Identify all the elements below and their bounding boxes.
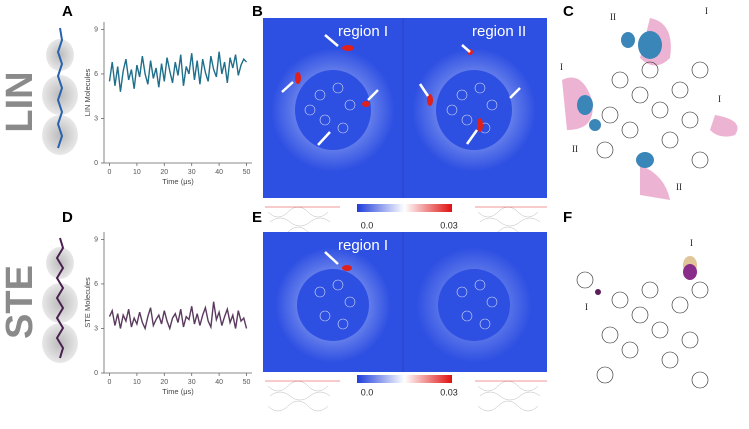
x-tick-label: 40	[215, 379, 223, 386]
y-tick-label: 9	[94, 26, 98, 33]
colorbar-tick: 0.03	[440, 220, 458, 230]
x-tick-label: 20	[160, 379, 168, 386]
colorbar	[357, 204, 452, 212]
site-label: II	[572, 144, 578, 154]
site-label: II	[676, 182, 682, 192]
protein-ste	[576, 256, 709, 389]
y-tick-label: 3	[94, 115, 98, 122]
y-axis-label: LIN Molecules	[83, 68, 92, 116]
region-label: region II	[472, 23, 526, 40]
protein-lin	[562, 18, 738, 200]
x-tick-label: 10	[133, 379, 141, 386]
site-label: I	[585, 302, 588, 312]
row-label: LIN	[0, 71, 41, 132]
panel-letter: C	[563, 3, 574, 20]
panel-letter: D	[62, 209, 73, 226]
y-tick-label: 0	[94, 160, 98, 167]
panel-letter: E	[252, 209, 262, 226]
x-tick-label: 40	[215, 169, 223, 176]
region-label: region I	[338, 237, 388, 254]
x-tick-label: 20	[160, 169, 168, 176]
x-axis-label: Time (μs)	[162, 177, 194, 186]
data-line	[108, 301, 248, 331]
y-tick-label: 0	[94, 370, 98, 377]
panel-letter: F	[563, 209, 572, 226]
colorbar-tick: 0.0	[361, 387, 374, 397]
site-label: II	[610, 12, 616, 22]
row-label: STE	[0, 265, 41, 339]
x-tick-label: 0	[108, 379, 112, 386]
panel-letter: B	[252, 3, 263, 20]
data-line	[108, 51, 248, 92]
site-label: I	[690, 238, 693, 248]
x-tick-label: 50	[243, 169, 251, 176]
axis	[103, 232, 252, 374]
x-tick-label: 0	[108, 169, 112, 176]
heatmap-ste	[263, 232, 547, 372]
y-tick-label: 9	[94, 236, 98, 243]
panel-letter: A	[62, 3, 73, 20]
x-axis-label: Time (μs)	[162, 387, 194, 396]
heatmap-lin	[263, 18, 547, 198]
x-tick-label: 30	[188, 169, 196, 176]
site-label: I	[705, 6, 708, 16]
molecule-ste	[42, 237, 78, 363]
colorbar-tick: 0.0	[361, 220, 374, 230]
x-tick-label: 50	[243, 379, 251, 386]
x-tick-label: 10	[133, 169, 141, 176]
y-tick-label: 6	[94, 71, 98, 78]
site-label: I	[718, 94, 721, 104]
membrane-sketch	[265, 380, 547, 412]
molecule-lin	[42, 27, 78, 155]
colorbar-tick: 0.03	[440, 387, 458, 397]
site-label: I	[560, 62, 563, 72]
y-tick-label: 3	[94, 325, 98, 332]
y-axis-label: STE Molecules	[83, 277, 92, 328]
colorbar	[357, 375, 452, 383]
region-label: region I	[338, 23, 388, 40]
x-tick-label: 30	[188, 379, 196, 386]
y-tick-label: 6	[94, 281, 98, 288]
axis	[103, 22, 252, 164]
